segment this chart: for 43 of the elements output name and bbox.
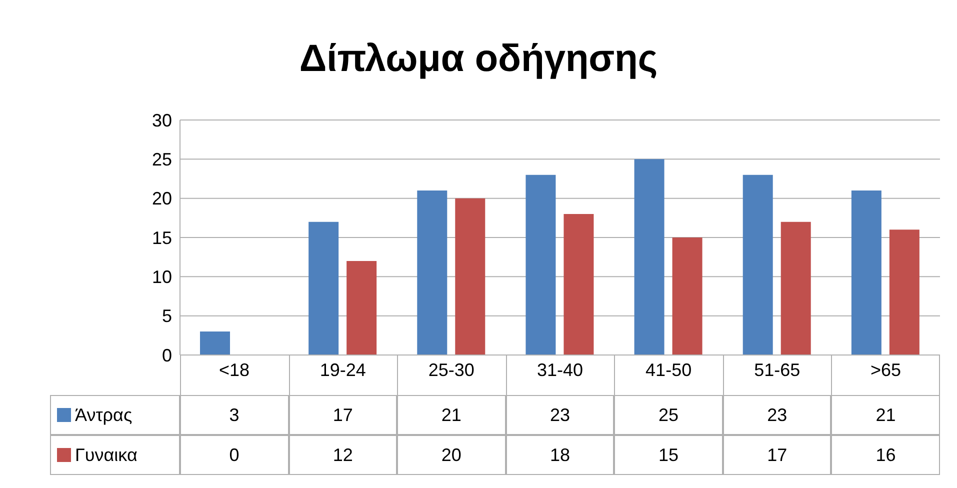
data-label: 21 (831, 395, 940, 435)
x-tick-label: >65 (870, 360, 901, 380)
data-label: 12 (288, 435, 398, 475)
y-tick-label: 0 (162, 345, 172, 366)
legend-label: Γυναικα (75, 444, 138, 466)
data-label: 21 (397, 395, 506, 435)
x-tick-label: 31-40 (536, 360, 584, 380)
bar (308, 222, 339, 355)
y-tick-label: 25 (152, 150, 172, 170)
bar (346, 261, 377, 355)
data-label: 18 (506, 435, 614, 475)
legend-label: Άντρας (75, 404, 132, 426)
y-tick-label: 15 (152, 228, 172, 248)
y-tick-label: 30 (152, 110, 172, 130)
y-tick-label: 10 (152, 267, 172, 288)
bar (455, 198, 486, 355)
bar (889, 230, 920, 355)
chart-title: Δίπλωμα οδήγησης (298, 38, 659, 81)
bar (417, 190, 448, 355)
y-tick-label: 5 (162, 306, 172, 326)
data-label: 20 (397, 435, 506, 475)
x-tick-label: 41-50 (646, 360, 692, 380)
bar (634, 159, 664, 355)
data-label: 17 (722, 435, 832, 475)
y-tick-label: 20 (152, 188, 172, 209)
bar (526, 174, 556, 355)
bar (742, 174, 773, 355)
data-label: 15 (614, 435, 723, 475)
data-label: 3 (180, 395, 289, 435)
x-tick-label: <18 (219, 360, 250, 380)
data-label: 25 (614, 395, 723, 435)
bar (851, 190, 882, 355)
bar (672, 238, 702, 355)
x-tick-label: 51-65 (754, 360, 800, 380)
x-tick-label: 19-24 (320, 360, 366, 380)
bar (780, 222, 811, 355)
data-label: 23 (506, 395, 614, 435)
data-label: 23 (722, 395, 832, 435)
data-label: 16 (831, 435, 940, 475)
bar (564, 214, 594, 355)
bar (200, 332, 230, 355)
data-label: 17 (288, 395, 398, 435)
x-tick-label: 25-30 (428, 360, 474, 380)
